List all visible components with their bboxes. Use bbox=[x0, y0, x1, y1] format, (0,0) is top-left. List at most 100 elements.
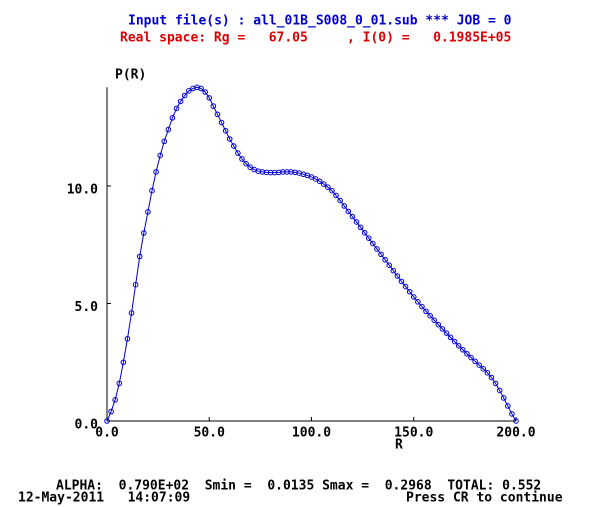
x-tick-label: 200.0 bbox=[496, 426, 535, 441]
data-point bbox=[230, 143, 237, 149]
data-point bbox=[161, 138, 168, 145]
data-point bbox=[157, 152, 163, 159]
data-point bbox=[370, 240, 376, 247]
date: 12-May-2011 14:07:09 bbox=[18, 491, 190, 506]
data-point bbox=[423, 308, 429, 315]
data-point bbox=[435, 321, 442, 328]
data-point bbox=[116, 380, 123, 387]
footer: ALPHA: 0.790E+02 Smin = 0.0135 Smax = 0.… bbox=[56, 479, 541, 494]
data-point bbox=[361, 229, 368, 236]
data-point bbox=[202, 89, 208, 95]
data-point bbox=[284, 169, 290, 175]
data-point bbox=[500, 395, 507, 401]
data-point bbox=[112, 397, 118, 403]
data-point bbox=[357, 224, 364, 231]
data-point bbox=[243, 160, 249, 167]
data-point bbox=[120, 359, 127, 366]
data-point bbox=[427, 312, 433, 319]
data-point bbox=[349, 213, 356, 220]
data-point bbox=[239, 156, 245, 162]
data-point bbox=[509, 411, 515, 417]
data-point bbox=[325, 184, 331, 190]
x-tick-label: 150.0 bbox=[394, 426, 433, 441]
data-point bbox=[382, 256, 388, 263]
data-point bbox=[365, 235, 372, 241]
data-point bbox=[235, 150, 241, 156]
data-point bbox=[419, 303, 425, 310]
data-point bbox=[341, 203, 348, 209]
header: Input file(s) : all_01B_S008_0_01.sub **… bbox=[128, 14, 512, 29]
data-point bbox=[505, 403, 511, 409]
data-point bbox=[476, 362, 482, 368]
data-point bbox=[496, 387, 503, 394]
data-point bbox=[214, 111, 221, 118]
data-point bbox=[108, 408, 114, 415]
data-point bbox=[267, 169, 274, 176]
data-point bbox=[394, 273, 401, 279]
y-tick-label: 0.0 bbox=[75, 418, 99, 433]
data-point bbox=[153, 169, 159, 175]
data-point bbox=[492, 380, 499, 387]
data-point bbox=[472, 358, 478, 365]
data-point bbox=[468, 354, 474, 361]
data-point bbox=[513, 418, 519, 424]
data-point bbox=[165, 126, 172, 133]
data-point bbox=[186, 88, 192, 94]
data-point bbox=[312, 176, 319, 182]
data-point bbox=[247, 164, 253, 170]
data-point bbox=[181, 92, 188, 99]
data-point bbox=[390, 267, 397, 274]
data-point bbox=[333, 192, 339, 199]
data-point bbox=[198, 85, 204, 92]
data-point bbox=[124, 335, 131, 342]
data-point bbox=[337, 197, 343, 204]
y-tick-label: 5.0 bbox=[75, 300, 99, 315]
data-point bbox=[484, 370, 491, 376]
data-point bbox=[173, 105, 180, 112]
data-point bbox=[431, 317, 438, 323]
data-point bbox=[443, 330, 450, 336]
data-point bbox=[271, 169, 278, 176]
data-point bbox=[149, 187, 155, 194]
data-point bbox=[145, 209, 151, 215]
data-point bbox=[104, 418, 110, 424]
data-point bbox=[480, 366, 487, 372]
data-point bbox=[415, 299, 421, 305]
data-point bbox=[451, 338, 458, 345]
data-point bbox=[406, 288, 413, 295]
data-point bbox=[439, 326, 446, 332]
data-point bbox=[353, 219, 360, 225]
series-line bbox=[106, 86, 517, 422]
data-point bbox=[402, 283, 409, 290]
data-point bbox=[177, 98, 184, 105]
subtitle: Real space: Rg = 67.05 , I(0) = 0.1985E+… bbox=[120, 31, 511, 46]
data-point bbox=[410, 294, 417, 300]
data-point bbox=[447, 334, 454, 341]
data-point bbox=[218, 119, 225, 126]
data-point bbox=[132, 281, 139, 288]
x-axis-label: R bbox=[395, 438, 403, 453]
data-point bbox=[386, 262, 393, 268]
x-tick-label: 50.0 bbox=[194, 426, 225, 441]
data-point bbox=[460, 346, 466, 353]
data-point bbox=[374, 246, 380, 252]
data-point bbox=[488, 374, 495, 381]
x-tick-label: 0.0 bbox=[95, 426, 119, 441]
data-point bbox=[206, 95, 213, 101]
data-point bbox=[169, 115, 176, 121]
data-point bbox=[464, 350, 470, 357]
data-point bbox=[263, 169, 270, 176]
data-point bbox=[455, 343, 462, 349]
data-point bbox=[222, 127, 229, 134]
data-point bbox=[128, 310, 135, 316]
data-point bbox=[378, 251, 384, 258]
data-point bbox=[141, 230, 147, 236]
data-point bbox=[316, 178, 323, 185]
x-tick-label: 100.0 bbox=[292, 426, 331, 441]
y-tick-label: 10.0 bbox=[67, 183, 98, 198]
data-point bbox=[320, 181, 327, 187]
data-point bbox=[136, 253, 143, 260]
y-axis-label: P(R) bbox=[115, 68, 146, 83]
data-point bbox=[226, 136, 233, 142]
